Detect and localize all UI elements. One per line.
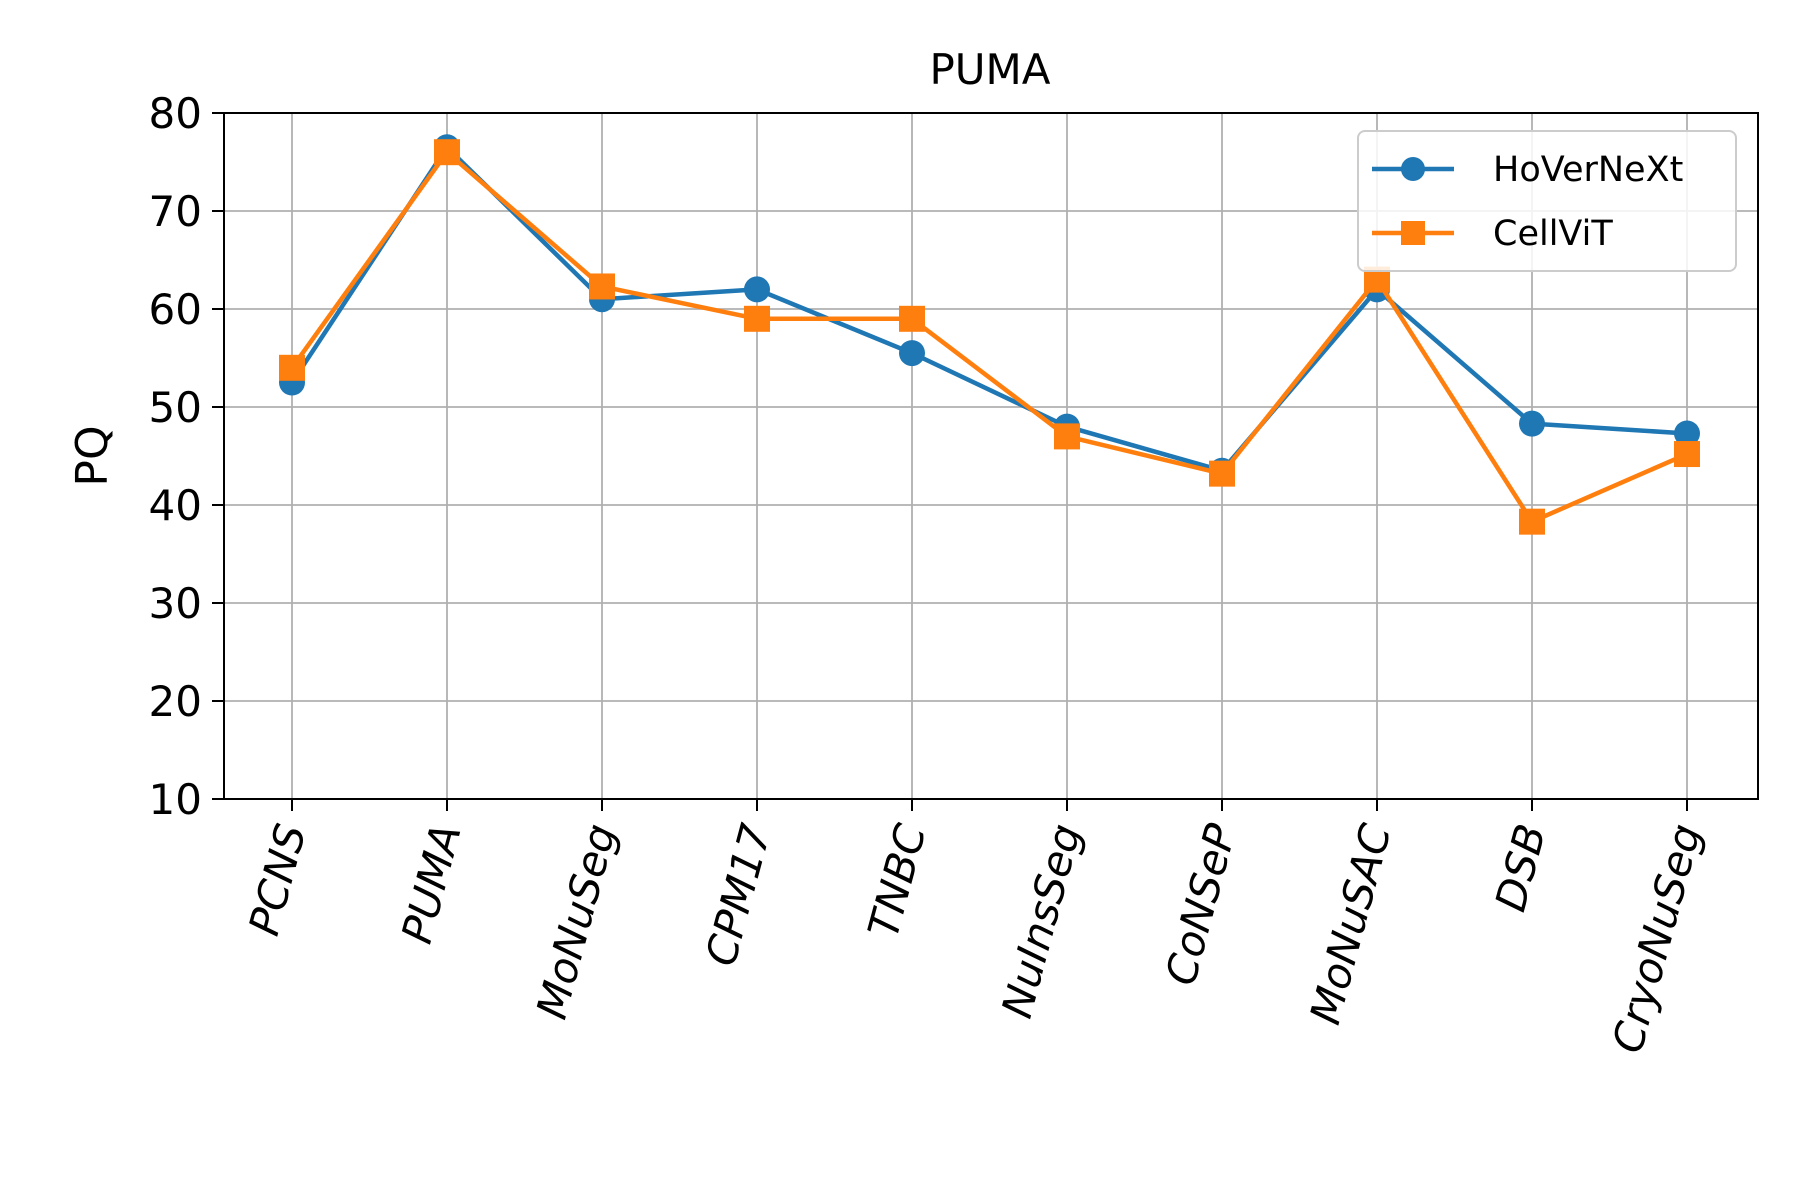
- x-category-label: TNBC: [859, 818, 936, 943]
- x-category-label: NuInsSeg: [992, 819, 1091, 1023]
- data-point: [744, 276, 770, 303]
- legend-box: [1357, 130, 1737, 272]
- plot-frame: [223, 112, 1759, 800]
- y-tick-label: 30: [149, 579, 202, 628]
- series-line: [290, 149, 1688, 524]
- data-point: [1519, 508, 1545, 535]
- x-category-label: MoNuSeg: [527, 819, 626, 1024]
- data-point: [434, 139, 460, 166]
- x-category-label: PUMA: [392, 819, 471, 949]
- x-category-label: CoNSeP: [1156, 818, 1246, 990]
- y-tick-label: 10: [149, 775, 202, 824]
- legend-marker: [1401, 221, 1425, 245]
- data-point: [279, 354, 305, 381]
- legend-marker: [1401, 157, 1425, 181]
- data-point: [1519, 410, 1545, 437]
- y-axis-label: PQ: [67, 425, 118, 486]
- x-category-label: CryoNuSeg: [1603, 819, 1711, 1058]
- legend: HoVerNeXt CellViT: [1357, 130, 1737, 272]
- x-category-label: CPM17: [696, 819, 781, 971]
- y-tick-label: 60: [149, 285, 202, 334]
- y-tick-label: 20: [149, 677, 202, 726]
- y-tick-label: 70: [149, 187, 202, 236]
- data-point: [1054, 423, 1080, 450]
- x-category-label: DSB: [1486, 819, 1556, 917]
- legend-label: HoVerNeXt: [1493, 150, 1683, 190]
- data-point: [1209, 460, 1235, 487]
- series-line: [290, 145, 1688, 473]
- legend-entry: HoVerNeXt: [1372, 150, 1683, 190]
- y-tick-label: 40: [149, 481, 202, 530]
- series-group: [279, 134, 1700, 535]
- legend-label: CellViT: [1493, 214, 1613, 254]
- data-point: [899, 340, 925, 367]
- data-point: [744, 305, 770, 332]
- data-point: [1674, 441, 1700, 468]
- series-cellvit: [279, 139, 1700, 535]
- legend-entry: CellViT: [1372, 214, 1613, 254]
- x-category-label: MoNuSAC: [1300, 818, 1400, 1029]
- data-point: [899, 305, 925, 332]
- data-point: [1674, 420, 1700, 447]
- y-tick-label: 50: [149, 383, 202, 432]
- chart-title: PUMA: [929, 45, 1050, 94]
- x-category-label: PCNS: [239, 819, 316, 941]
- data-point: [589, 273, 615, 300]
- y-tick-label: 80: [149, 89, 202, 138]
